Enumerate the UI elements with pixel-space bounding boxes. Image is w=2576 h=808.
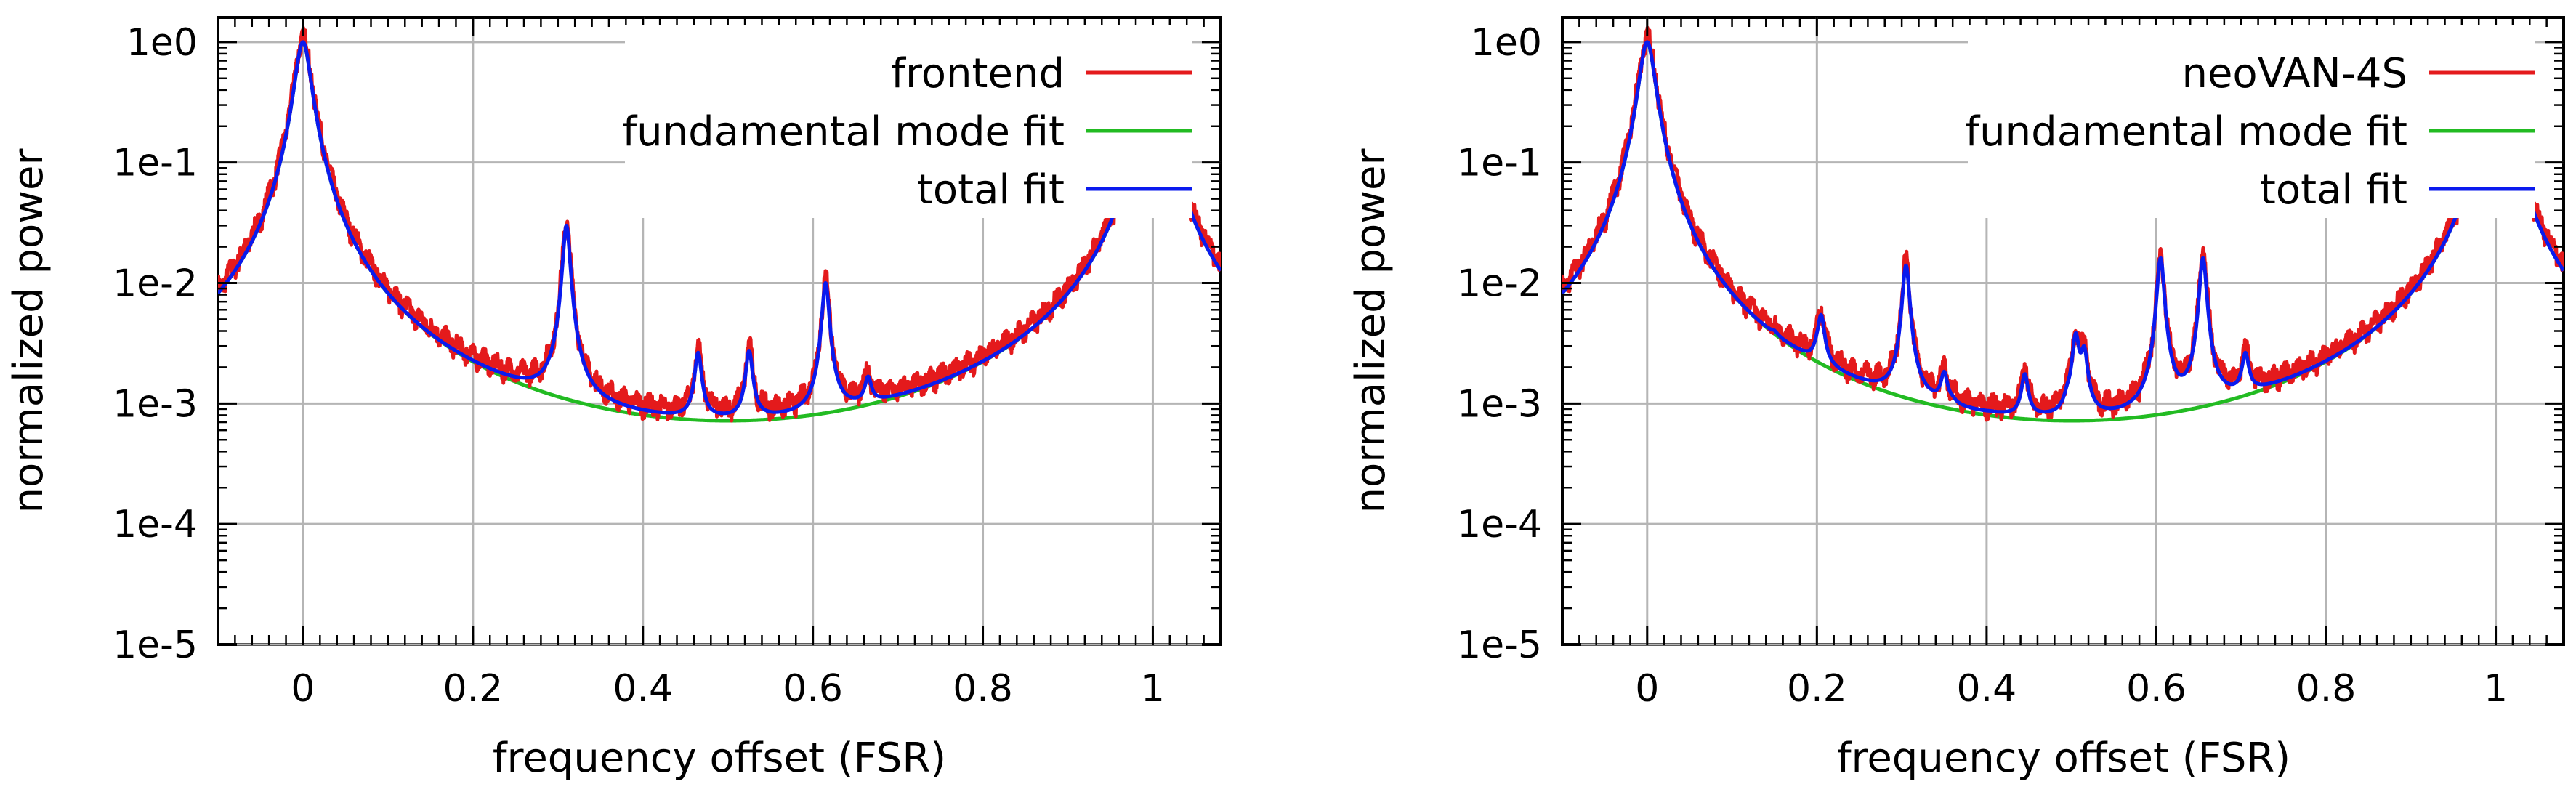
y-tick-label: 1e-2 (1457, 262, 1542, 306)
x-tick-labels: 0 0.2 0.4 0.6 0.8 1 (291, 667, 1165, 711)
y-tick-label: 1e-4 (113, 503, 198, 546)
legend-label-fundamental-fit: fundamental mode fit (1965, 108, 2407, 155)
y-tick-label: 1e-3 (1457, 382, 1542, 426)
y-tick-label: 1e-2 (113, 262, 198, 306)
x-tick-label: 1 (2484, 667, 2508, 711)
x-tick-label: 1 (1141, 667, 1165, 711)
y-tick-label: 1e-4 (1457, 503, 1542, 546)
series-line-fit (1562, 40, 2564, 414)
series-line-data (218, 25, 1221, 423)
y-tick-label: 1e0 (1471, 21, 1542, 65)
series-line-fit (218, 40, 1221, 416)
y-tick-label: 1e-3 (113, 382, 198, 426)
x-tick-label: 0 (291, 667, 315, 711)
x-axis-title: frequency offset (FSR) (493, 735, 946, 782)
x-tick-label: 0.8 (953, 667, 1013, 711)
y-axis-title: normalized power (5, 148, 52, 513)
y-axis-title: normalized power (1347, 148, 1394, 513)
legend: frontend fundamental mode fit total fit (622, 25, 1192, 218)
y-tick-labels: 1e-5 1e-4 1e-3 1e-2 1e-1 1e0 (1457, 21, 1542, 667)
chart-panel-neovan-4s: 0 0.2 0.4 0.6 0.8 1 1e-5 1e-4 1e-3 1e-2 1e-1 1e0 f… (1347, 16, 2565, 782)
x-tick-label: 0.8 (2296, 667, 2357, 711)
y-tick-labels: 1e-5 1e-4 1e-3 1e-2 1e-1 1e0 (113, 21, 198, 667)
x-tick-label: 0.4 (613, 667, 673, 711)
x-tick-label: 0.6 (783, 667, 843, 711)
y-tick-label: 1e0 (126, 21, 198, 65)
legend-background (1968, 25, 2535, 218)
legend: neoVAN-4S fundamental mode fit total fit (1965, 25, 2535, 218)
data-curves (1562, 25, 2564, 423)
x-tick-label: 0.6 (2126, 667, 2187, 711)
x-tick-label: 0.2 (1787, 667, 1847, 711)
legend-label-total-fit: total fit (2260, 166, 2407, 214)
legend-background (625, 25, 1192, 218)
series-line-data (1562, 25, 2564, 422)
x-tick-label: 0 (1635, 667, 1659, 711)
legend-label-data: neoVAN-4S (2181, 50, 2407, 97)
y-tick-label: 1e-1 (1457, 142, 1542, 185)
y-tick-label: 1e-1 (113, 142, 198, 185)
x-tick-label: 0.4 (1957, 667, 2017, 711)
x-tick-labels: 0 0.2 0.4 0.6 0.8 1 (1635, 667, 2508, 711)
legend-label-total-fit: total fit (917, 166, 1065, 214)
legend-label-fundamental-fit: fundamental mode fit (622, 108, 1065, 155)
x-tick-label: 0.2 (443, 667, 503, 711)
y-tick-label: 1e-5 (1457, 623, 1542, 667)
y-tick-label: 1e-5 (113, 623, 198, 667)
data-curves (218, 25, 1221, 423)
x-axis-title: frequency offset (FSR) (1837, 735, 2290, 782)
chart-panel-frontend: 0 0.2 0.4 0.6 0.8 1 1e-5 1e-4 1e-3 1e-2 1e-1 1e0 f… (5, 16, 1222, 782)
legend-label-data: frontend (891, 50, 1065, 97)
